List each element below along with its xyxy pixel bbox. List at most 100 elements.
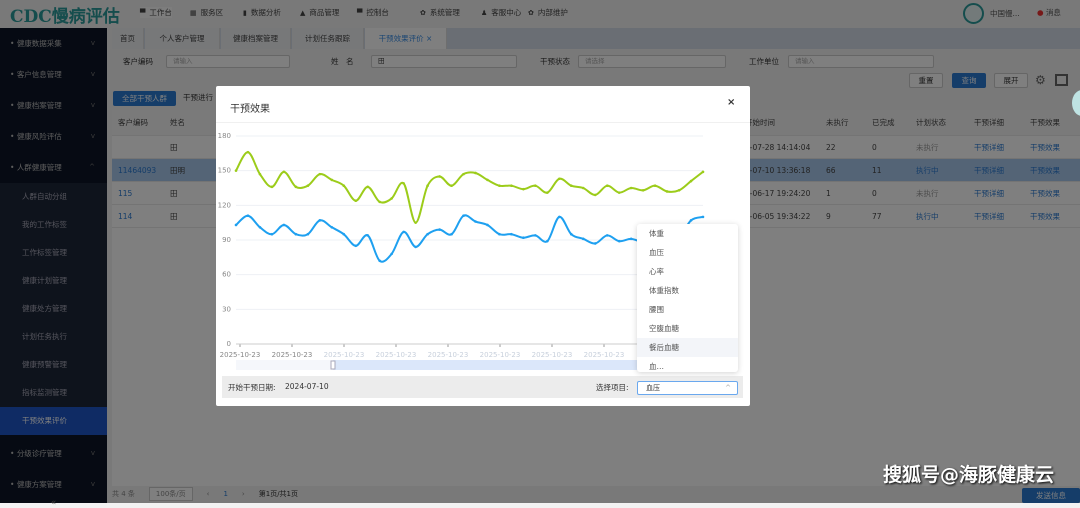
start-date-label: 开始干预日期: [228,383,276,392]
chevron-up-icon: ^ [725,384,731,392]
data-point [522,236,525,239]
data-point [617,239,621,243]
data-point [414,221,417,224]
data-point [605,184,609,187]
zoom-slider-handle [330,360,336,370]
x-tick-label: 2025-10-23 [584,351,625,359]
data-point [330,225,334,229]
data-point [462,214,465,218]
data-point [569,184,573,187]
data-point [701,170,705,174]
data-point [641,189,645,192]
data-point [701,215,705,219]
data-point [534,234,537,237]
x-tick-label: 2025-10-23 [376,351,417,359]
data-point [246,150,250,154]
x-tick-label: 2025-10-23 [324,351,365,359]
dropdown-option[interactable]: 血… [649,362,664,371]
data-point [558,215,561,219]
data-point [306,184,310,187]
x-tick-label: 2025-10-23 [220,351,261,359]
dropdown-option[interactable]: 血压 [649,248,664,257]
select-item-label: 选择项目: [596,383,629,392]
data-point [605,234,609,237]
data-point [294,232,298,236]
data-point [402,230,405,234]
dropdown-option[interactable]: 心率 [649,267,664,276]
data-point [294,185,298,189]
data-point [438,228,441,231]
y-tick-label: 150 [218,167,231,175]
data-point [426,232,429,236]
y-tick-label: 90 [222,236,231,244]
zoom-slider-window [333,360,703,370]
data-point [282,223,286,227]
y-tick-label: 30 [222,305,231,313]
data-point [378,200,381,204]
start-date-value: 2024-07-10 [285,382,329,391]
data-point [354,199,358,203]
data-point [270,232,274,236]
watermark: 搜狐号@海豚健康云 [882,464,1054,486]
x-tick-label: 2025-10-23 [480,351,521,359]
data-point [593,193,597,197]
data-point [498,232,501,236]
close-icon[interactable]: × [727,97,736,108]
data-point [450,232,453,236]
data-point [246,214,250,218]
data-point [258,172,262,176]
data-point [534,184,537,187]
dropdown-option[interactable]: 餐后血糖 [637,338,738,357]
data-point [546,191,549,194]
data-point [402,182,405,185]
data-point [653,184,657,187]
data-point [282,170,286,174]
data-point [486,178,489,182]
data-point [414,245,417,249]
data-point [474,220,477,223]
data-point [318,219,322,222]
data-point [593,242,597,245]
data-point [498,184,501,187]
dropdown-option[interactable]: 腰围 [649,305,664,314]
data-point [234,169,238,172]
data-point [617,191,621,194]
dropdown-option[interactable]: 空腹血糖 [649,324,679,333]
data-point [546,239,549,243]
data-point [366,185,370,189]
data-point [689,219,693,222]
data-point [258,225,262,229]
series-line-1 [235,214,704,263]
data-point [677,189,681,192]
data-point [342,184,346,187]
data-point [378,259,381,263]
data-point [510,184,513,187]
data-point [689,179,693,183]
data-point [342,232,346,236]
modal-footer: 开始干预日期: 2024-07-10 选择项目: 血压 ^ [222,376,743,398]
x-tick-label: 2025-10-23 [428,351,469,359]
data-point [581,186,585,190]
data-point [390,252,393,256]
data-point [330,178,334,182]
data-point [234,223,238,227]
item-select-value: 血压 [646,384,660,392]
data-point [558,177,561,181]
data-point [366,234,370,237]
data-point [390,197,393,200]
data-point [450,184,453,187]
data-point [629,186,633,190]
data-point [426,184,429,187]
dropdown-option[interactable]: 体重 [649,229,664,238]
y-tick-label: 180 [218,132,231,140]
x-tick-label: 2025-10-23 [532,351,573,359]
data-point [629,237,633,241]
side-float-button[interactable] [1072,90,1080,116]
item-select[interactable]: 血压 ^ [637,381,738,395]
data-point [318,172,322,176]
data-point [581,237,585,241]
dropdown-option[interactable]: 体重指数 [649,286,679,295]
series-line-0 [235,151,704,224]
item-dropdown: 体重血压心率体重指数腰围空腹血糖餐后血糖血… [637,224,738,372]
data-point [569,232,573,236]
